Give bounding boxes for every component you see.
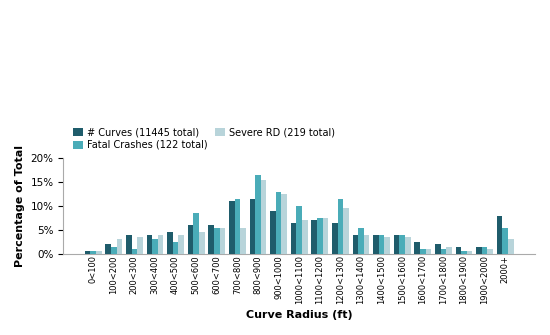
Bar: [353, 235, 358, 254]
Bar: [420, 249, 426, 254]
Bar: [188, 225, 194, 254]
Bar: [338, 199, 343, 254]
Bar: [405, 237, 410, 254]
Bar: [415, 242, 420, 254]
Bar: [476, 247, 482, 254]
Bar: [394, 235, 399, 254]
Bar: [261, 180, 266, 254]
Bar: [276, 192, 282, 254]
Bar: [291, 223, 296, 254]
Bar: [214, 227, 219, 254]
Bar: [255, 175, 261, 254]
Bar: [131, 249, 137, 254]
Bar: [302, 220, 307, 254]
X-axis label: Curve Radius (ft): Curve Radius (ft): [246, 310, 353, 320]
Bar: [461, 252, 467, 254]
Bar: [482, 247, 487, 254]
Bar: [270, 211, 276, 254]
Bar: [250, 199, 255, 254]
Bar: [373, 235, 379, 254]
Bar: [311, 220, 317, 254]
Bar: [199, 232, 205, 254]
Bar: [282, 194, 287, 254]
Bar: [487, 249, 493, 254]
Bar: [137, 237, 143, 254]
Bar: [503, 227, 508, 254]
Bar: [152, 240, 158, 254]
Bar: [441, 249, 446, 254]
Bar: [497, 216, 503, 254]
Bar: [90, 252, 96, 254]
Bar: [117, 240, 122, 254]
Bar: [426, 249, 431, 254]
Bar: [317, 218, 323, 254]
Bar: [323, 218, 328, 254]
Bar: [332, 223, 338, 254]
Bar: [467, 252, 472, 254]
Bar: [235, 199, 240, 254]
Bar: [106, 244, 111, 254]
Y-axis label: Percentage of Total: Percentage of Total: [15, 145, 25, 267]
Bar: [296, 206, 302, 254]
Bar: [384, 237, 390, 254]
Bar: [173, 242, 178, 254]
Bar: [178, 235, 184, 254]
Bar: [358, 227, 364, 254]
Bar: [455, 247, 461, 254]
Bar: [343, 208, 349, 254]
Bar: [111, 247, 117, 254]
Bar: [194, 213, 199, 254]
Bar: [208, 225, 214, 254]
Bar: [147, 235, 152, 254]
Bar: [96, 252, 102, 254]
Bar: [435, 244, 441, 254]
Bar: [158, 235, 163, 254]
Bar: [364, 235, 370, 254]
Bar: [85, 252, 90, 254]
Legend: # Curves (11445 total), Fatal Crashes (122 total), Severe RD (219 total): # Curves (11445 total), Fatal Crashes (1…: [73, 127, 334, 150]
Bar: [219, 227, 225, 254]
Bar: [508, 240, 514, 254]
Bar: [240, 227, 246, 254]
Bar: [167, 232, 173, 254]
Bar: [399, 235, 405, 254]
Bar: [379, 235, 384, 254]
Bar: [126, 235, 131, 254]
Bar: [446, 247, 452, 254]
Bar: [229, 201, 235, 254]
